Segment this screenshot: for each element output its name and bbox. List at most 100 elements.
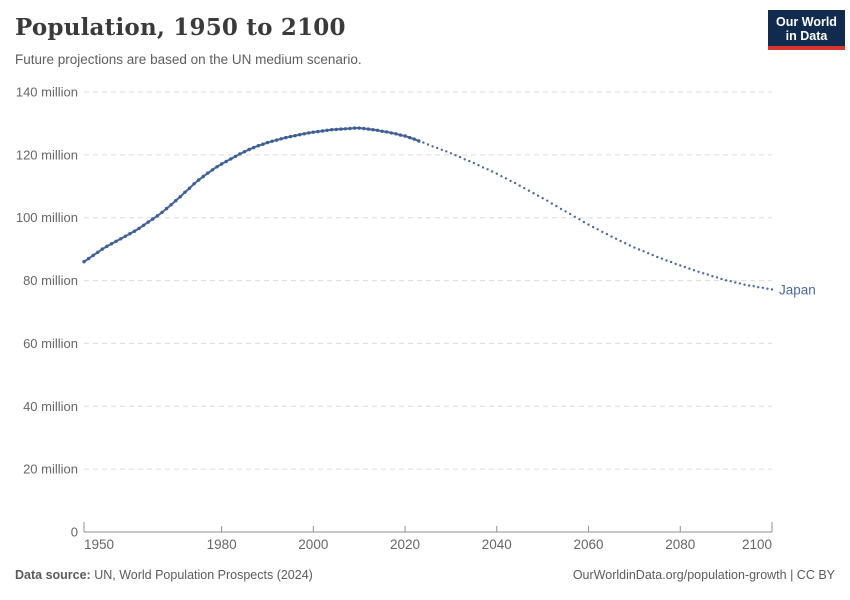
projection-dot: [679, 264, 682, 267]
y-axis-tick-label: 40 million: [23, 399, 78, 414]
observed-marker: [169, 203, 173, 207]
projection-dot: [536, 194, 540, 197]
projection-dot: [573, 215, 576, 218]
observed-marker: [261, 142, 265, 146]
data-source-value: UN, World Population Prospects (2024): [90, 568, 313, 582]
observed-marker: [311, 130, 315, 134]
observed-marker: [316, 129, 320, 134]
x-axis-tick-label: 2040: [482, 537, 512, 552]
projection-dot: [587, 223, 590, 226]
observed-marker: [265, 140, 270, 145]
projection-dot: [683, 265, 687, 269]
observed-line: [82, 127, 420, 263]
projection-dot: [651, 253, 654, 257]
projection-dot: [458, 155, 462, 159]
projection-dot: [610, 235, 613, 238]
observed-marker: [394, 132, 398, 136]
projection-dot: [436, 146, 439, 150]
observed-marker: [408, 135, 412, 140]
projection-dot: [445, 150, 448, 153]
projection-dot: [468, 159, 471, 163]
observed-marker: [348, 126, 352, 131]
observed-marker: [146, 220, 150, 224]
observed-marker: [187, 186, 192, 190]
projection-dot: [463, 158, 466, 161]
observed-marker: [352, 126, 357, 130]
observed-marker: [307, 131, 311, 135]
projection-dot: [431, 145, 434, 148]
projection-dot: [559, 207, 563, 211]
observed-marker: [96, 250, 100, 254]
projection-dot: [449, 152, 453, 155]
observed-marker: [109, 242, 114, 246]
y-axis-tick-label: 140 million: [16, 85, 78, 100]
projection-dot: [660, 257, 664, 260]
projection-dot: [633, 246, 636, 249]
projection-dot: [770, 288, 774, 291]
projection-dot: [729, 280, 732, 283]
projection-dot: [491, 170, 494, 173]
observed-marker: [206, 171, 210, 175]
observed-marker: [279, 137, 283, 141]
projection-dot: [642, 250, 645, 253]
observed-marker: [128, 232, 132, 236]
observed-marker: [219, 162, 224, 166]
projection-dot: [541, 197, 544, 200]
observed-marker: [284, 135, 288, 140]
x-axis-tick-label: 2020: [390, 537, 420, 552]
projection-dot: [656, 255, 659, 259]
projection-dot: [692, 269, 696, 272]
x-axis-tick-label: 2060: [574, 537, 604, 552]
projection-dot: [569, 212, 572, 216]
observed-marker: [86, 256, 91, 261]
owid-url-link[interactable]: OurWorldinData.org/population-growth | C…: [572, 568, 835, 582]
projection-dot: [734, 281, 737, 284]
projection-dot: [702, 272, 705, 275]
projection-dot: [550, 202, 553, 205]
observed-marker: [334, 127, 338, 132]
observed-marker: [238, 152, 242, 156]
observed-marker: [164, 206, 169, 211]
projection-dot: [752, 285, 755, 288]
x-axis-tick-label: 2100: [742, 537, 772, 552]
observed-marker: [412, 137, 416, 141]
observed-marker: [123, 234, 128, 238]
observed-marker: [288, 134, 293, 139]
observed-marker: [192, 182, 196, 186]
owid-logo: Our World in Data: [768, 10, 845, 50]
x-axis-tick-label: 2080: [665, 537, 695, 552]
projection-dot: [532, 192, 535, 195]
projection-dot: [766, 287, 769, 290]
observed-marker: [215, 165, 219, 169]
page-title: Population, 1950 to 2100: [15, 14, 346, 41]
observed-marker: [151, 217, 155, 221]
owid-logo-line1: Our World: [776, 15, 837, 29]
observed-marker: [417, 139, 421, 143]
observed-marker: [82, 260, 86, 264]
projection-dot: [509, 179, 512, 183]
projection-dot: [720, 277, 723, 281]
projection-dot: [647, 252, 650, 255]
projection-dot: [596, 228, 599, 231]
observed-marker: [339, 127, 343, 131]
observed-marker: [100, 247, 105, 251]
observed-marker: [114, 239, 118, 243]
observed-marker: [224, 159, 228, 164]
projection-dot: [605, 232, 609, 236]
observed-marker: [366, 127, 371, 131]
observed-marker: [330, 128, 334, 132]
projection-dot: [688, 267, 691, 270]
projection-dot: [426, 143, 430, 146]
projection-dot: [706, 273, 709, 276]
projection-dot: [743, 283, 746, 286]
projection-dot: [546, 199, 549, 202]
observed-marker: [174, 199, 178, 203]
observed-marker: [183, 190, 187, 194]
observed-marker: [105, 244, 109, 248]
observed-marker: [274, 138, 279, 142]
observed-marker: [252, 145, 256, 150]
projection-dot: [637, 248, 641, 251]
projection-dot: [500, 175, 503, 178]
projection-dot: [747, 284, 751, 287]
observed-marker: [371, 128, 375, 132]
